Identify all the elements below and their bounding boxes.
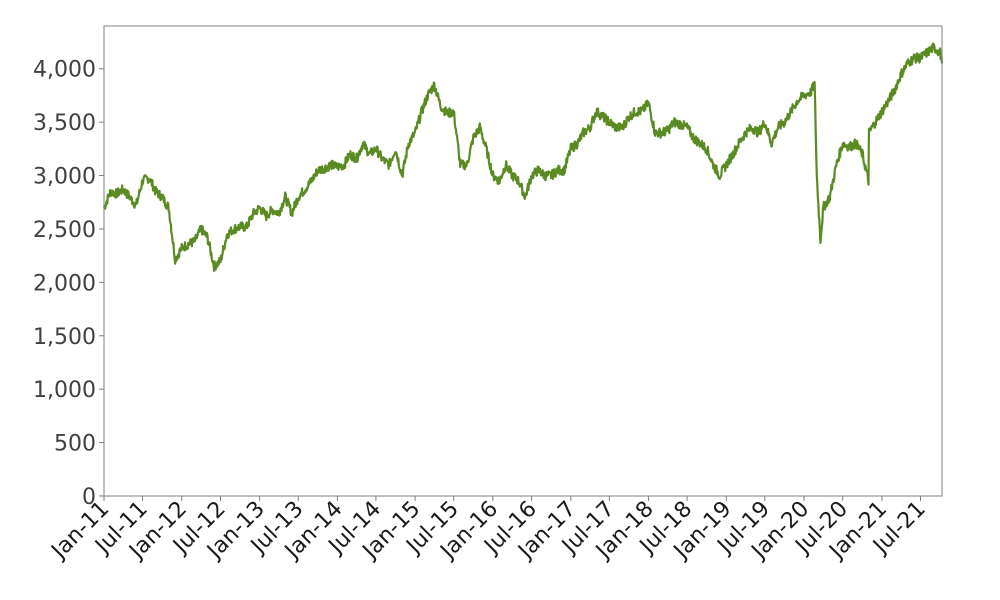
series-line bbox=[102, 42, 944, 272]
y-tick-label: 3,000 bbox=[33, 165, 96, 190]
y-tick-label: 0 bbox=[82, 485, 96, 510]
y-tick-label: 1,000 bbox=[33, 378, 96, 403]
y-tick-label: 2,500 bbox=[33, 218, 96, 243]
y-tick-label: 4,000 bbox=[33, 58, 96, 83]
x-axis: Jan-11Jul-11Jan-12Jul-12Jan-13Jul-13Jan-… bbox=[46, 496, 931, 565]
y-axis: 0 500 1,000 1,500 2,000 2,500 3,000 3,500 4,000 bbox=[33, 58, 104, 510]
y-tick-label: 1,500 bbox=[33, 325, 96, 350]
plot-frame bbox=[103, 25, 943, 497]
y-tick-label: 2,000 bbox=[33, 271, 96, 296]
y-tick-label: 500 bbox=[54, 432, 96, 457]
y-tick-label: 3,500 bbox=[33, 111, 96, 136]
